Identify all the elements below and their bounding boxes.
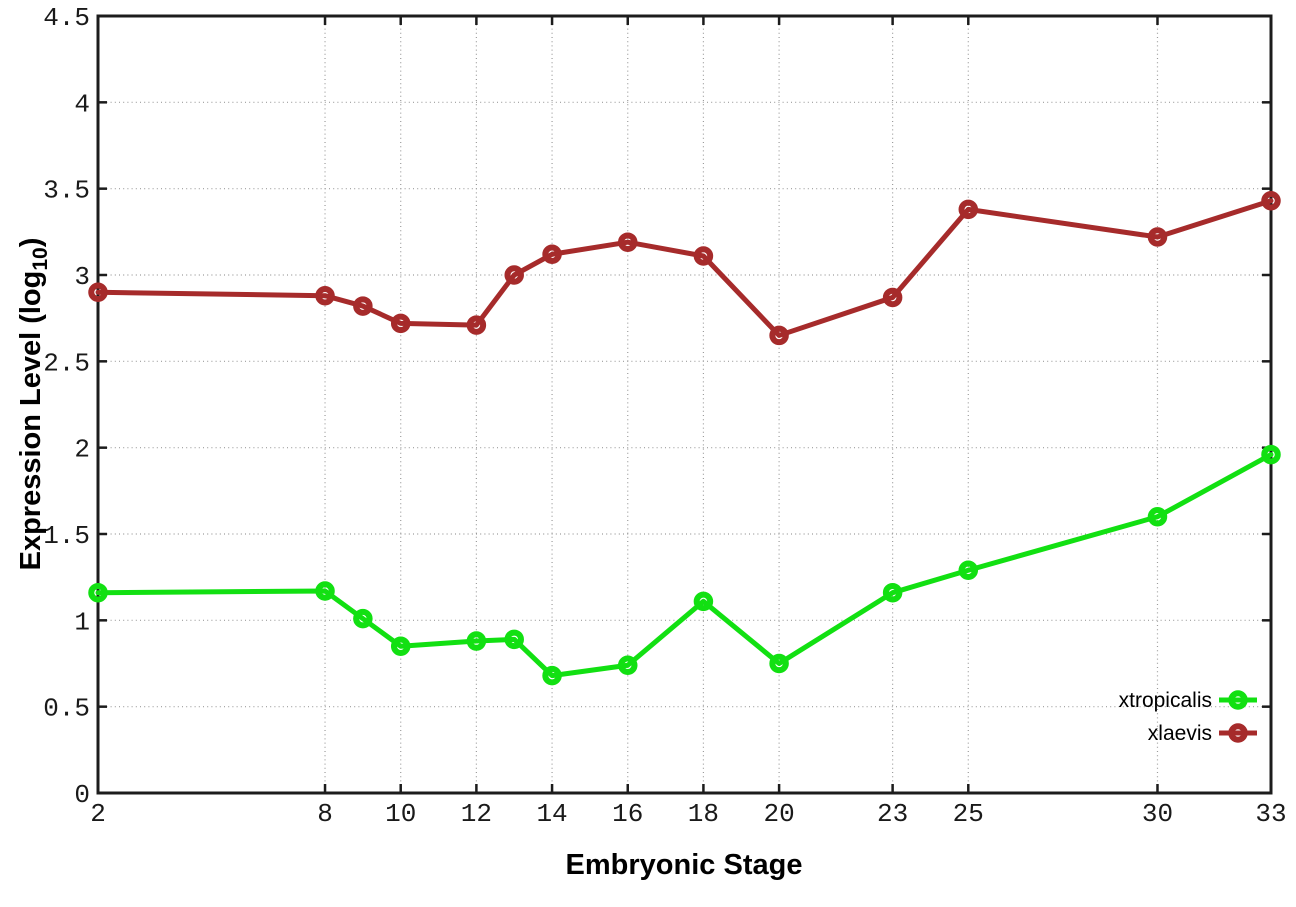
y-tick-label-0: 0 [74,780,90,810]
x-tick-label-23: 23 [877,799,908,829]
data-point-xtropicalis-stage-8 [315,581,335,601]
x-tick-label-30: 30 [1142,799,1173,829]
data-point-xlaevis-stage-33 [1261,191,1281,211]
x-tick-label-25: 25 [953,799,984,829]
data-point-xtropicalis-stage-14 [542,665,562,686]
data-point-xlaevis-stage-9 [353,296,373,316]
legend-marker-xtropicalis [1228,690,1248,710]
tick-marks-layer [96,14,1273,795]
legend: xtropicalis xlaevis [1119,689,1257,745]
data-point-xlaevis-stage-10 [390,313,411,334]
data-point-xtropicalis-stage-10 [390,636,411,656]
series-line-xtropicalis [95,452,1274,679]
data-point-xtropicalis-stage-16 [617,655,638,675]
y-tick-label-4.5: 4.5 [43,3,90,33]
y-tick-label-1: 1 [74,607,90,637]
y-tick-label-0.5: 0.5 [43,694,90,724]
x-tick-label-18: 18 [688,799,719,829]
y-tick-label-1.5: 1.5 [43,521,90,551]
x-tick-label-10: 10 [385,799,416,829]
data-point-xtropicalis-stage-9 [353,608,373,629]
x-tick-label-8: 8 [317,799,333,829]
legend-label-xtropicalis: xtropicalis [1119,689,1212,712]
y-axis-title-end: ) [15,238,47,248]
data-point-xtropicalis-stage-12 [466,631,487,651]
x-tick-label-33: 33 [1255,799,1286,829]
x-tick-label-20: 20 [763,799,794,829]
y-tick-label-3.5: 3.5 [43,176,90,206]
data-point-xtropicalis-stage-23 [882,582,903,603]
data-point-xlaevis-stage-16 [617,232,638,252]
tick-labels-layer: 2 8 10 12 14 16 18 20 23 25 30 33 0 0.5 1 1.5 2 2.5 3 3.5 4 4… [43,3,1286,829]
data-point-xtropicalis-stage-33 [1261,444,1281,465]
legend-marker-xlaevis [1228,723,1248,743]
series-layer [88,191,1281,686]
grid-layer [97,15,1272,794]
y-tick-label-3: 3 [74,262,90,292]
y-tick-label-2.5: 2.5 [43,348,90,378]
data-point-xtropicalis-stage-2 [88,582,108,603]
legend-entry-xtropicalis: xtropicalis [1119,689,1257,712]
data-point-xtropicalis-stage-18 [693,591,714,612]
data-point-xlaevis-stage-13 [504,265,524,285]
series-line-xlaevis [95,198,1274,338]
x-tick-label-16: 16 [612,799,643,829]
data-point-xlaevis-stage-30 [1147,227,1168,247]
data-point-xlaevis-stage-8 [315,285,335,306]
legend-entry-xlaevis: xlaevis [1148,722,1257,745]
data-point-xlaevis-stage-14 [542,244,562,265]
legend-label-xlaevis: xlaevis [1148,722,1212,745]
y-tick-label-4: 4 [74,89,90,119]
x-tick-label-2: 2 [90,799,106,829]
data-point-xlaevis-stage-25 [958,199,979,220]
data-point-xtropicalis-stage-13 [504,629,524,650]
data-point-xlaevis-stage-23 [882,287,903,308]
data-point-xlaevis-stage-12 [466,315,487,335]
data-point-xtropicalis-stage-20 [769,653,789,674]
y-axis-title: Expression Level (log10) [15,238,52,571]
y-axis-title-subscript: 10 [29,247,52,270]
x-tick-label-14: 14 [536,799,567,829]
data-point-xlaevis-stage-18 [693,246,714,266]
data-point-xtropicalis-stage-30 [1147,506,1168,527]
plot-border [96,14,1273,795]
data-point-xlaevis-stage-2 [88,282,108,303]
plot-border-layer [96,14,1273,795]
y-tick-label-2: 2 [74,435,90,465]
data-point-xtropicalis-stage-25 [958,560,979,581]
x-tick-label-12: 12 [461,799,492,829]
data-point-xlaevis-stage-20 [769,325,789,346]
y-axis-title-main: Expression Level (log [15,271,47,571]
x-axis-title: Embryonic Stage [566,849,803,881]
